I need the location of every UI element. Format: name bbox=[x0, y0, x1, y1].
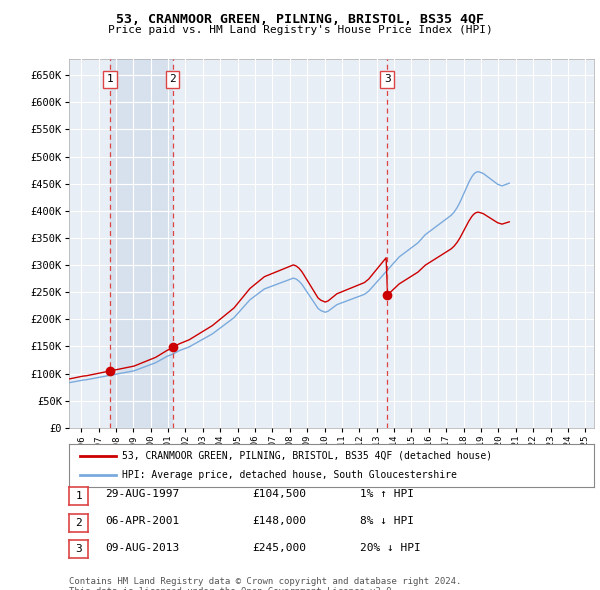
Text: 3: 3 bbox=[75, 545, 82, 554]
Text: 1: 1 bbox=[106, 74, 113, 84]
Text: £148,000: £148,000 bbox=[252, 516, 306, 526]
Text: 09-AUG-2013: 09-AUG-2013 bbox=[105, 543, 179, 552]
Text: Contains HM Land Registry data © Crown copyright and database right 2024.
This d: Contains HM Land Registry data © Crown c… bbox=[69, 577, 461, 590]
Text: 06-APR-2001: 06-APR-2001 bbox=[105, 516, 179, 526]
Text: £245,000: £245,000 bbox=[252, 543, 306, 552]
Text: 1: 1 bbox=[75, 491, 82, 501]
Text: 2: 2 bbox=[169, 74, 176, 84]
Text: 53, CRANMOOR GREEN, PILNING, BRISTOL, BS35 4QF (detached house): 53, CRANMOOR GREEN, PILNING, BRISTOL, BS… bbox=[121, 451, 491, 461]
Text: 29-AUG-1997: 29-AUG-1997 bbox=[105, 490, 179, 499]
Text: 20% ↓ HPI: 20% ↓ HPI bbox=[360, 543, 421, 552]
Text: £104,500: £104,500 bbox=[252, 490, 306, 499]
Text: 8% ↓ HPI: 8% ↓ HPI bbox=[360, 516, 414, 526]
Text: HPI: Average price, detached house, South Gloucestershire: HPI: Average price, detached house, Sout… bbox=[121, 470, 457, 480]
Text: 3: 3 bbox=[384, 74, 391, 84]
Text: 2: 2 bbox=[75, 518, 82, 527]
Text: Price paid vs. HM Land Registry's House Price Index (HPI): Price paid vs. HM Land Registry's House … bbox=[107, 25, 493, 35]
Text: 53, CRANMOOR GREEN, PILNING, BRISTOL, BS35 4QF: 53, CRANMOOR GREEN, PILNING, BRISTOL, BS… bbox=[116, 13, 484, 26]
Bar bbox=[110, 59, 173, 428]
Text: 1% ↑ HPI: 1% ↑ HPI bbox=[360, 490, 414, 499]
